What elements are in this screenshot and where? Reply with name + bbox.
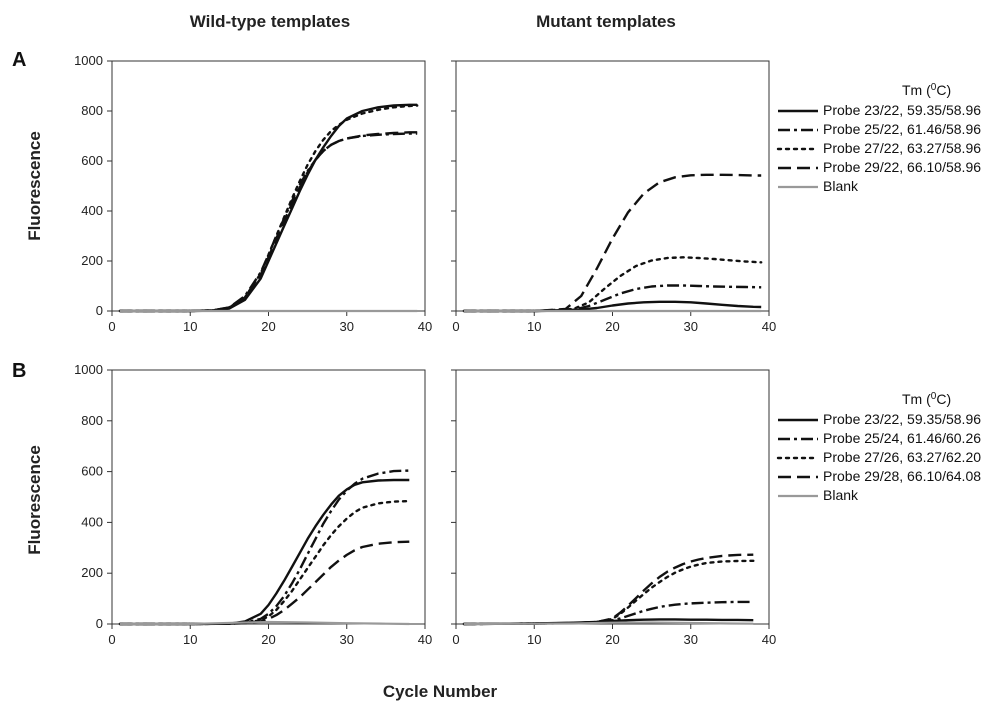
series-line-probe-25-22 (463, 284, 762, 313)
legend-a: Tm (0C) Probe 23/22, 59.35/58.96 Probe 25/… (776, 82, 981, 194)
legend-label: Probe 23/22, 59.35/58.96 (823, 102, 981, 118)
column-title-wild-type: Wild-type templates (190, 12, 350, 31)
x-tick-label: 20 (261, 319, 275, 334)
series-line-probe-23-22 (119, 478, 410, 626)
x-tick-label: 20 (261, 632, 275, 647)
legend-label: Blank (823, 178, 859, 194)
series-line-probe-29-22 (463, 173, 762, 313)
plot-a-mutant: 0 10 20 30 40 (451, 60, 776, 334)
y-tick-label: 200 (81, 253, 103, 268)
legend-label: Probe 29/28, 66.10/64.08 (823, 468, 981, 484)
legend-label: Blank (823, 487, 859, 503)
x-tick-label: 0 (452, 632, 459, 647)
plot-frame (111, 369, 426, 625)
series-line-probe-29-28 (119, 540, 410, 626)
panel-label-a: A (12, 49, 26, 71)
legend-label: Probe 23/22, 59.35/58.96 (823, 411, 981, 427)
x-tick-label: 40 (418, 632, 432, 647)
plot-b-mutant: 0 10 20 30 40 (451, 369, 776, 647)
y-axis-label-b: Fluorescence (25, 445, 44, 555)
y-tick-label: 0 (96, 616, 103, 631)
x-tick-label: 10 (527, 319, 541, 334)
legend-title: Tm (0C) (902, 391, 951, 407)
x-tick-label: 0 (108, 319, 115, 334)
x-tick-label: 40 (418, 319, 432, 334)
legend-label: Probe 27/22, 63.27/58.96 (823, 140, 981, 156)
x-tick-label: 40 (762, 319, 776, 334)
legend-label: Probe 25/24, 61.46/60.26 (823, 430, 981, 446)
x-axis-label: Cycle Number (383, 682, 498, 701)
y-axis-label-a: Fluorescence (25, 131, 44, 241)
column-title-mutant: Mutant templates (536, 12, 676, 31)
x-tick-label: 0 (108, 632, 115, 647)
y-tick-label: 600 (81, 153, 103, 168)
x-tick-label: 30 (340, 319, 354, 334)
x-tick-label: 20 (605, 319, 619, 334)
legend-title: Tm (0C) (902, 82, 951, 98)
legend-b: Tm (0C) Probe 23/22, 59.35/58.96 Probe 25/… (776, 391, 981, 503)
x-tick-label: 10 (183, 632, 197, 647)
series-line-probe-27-26 (118, 499, 411, 626)
x-tick-label: 0 (452, 319, 459, 334)
y-tick-label: 200 (81, 565, 103, 580)
y-tick-label: 1000 (74, 362, 103, 377)
legend-label: Probe 29/22, 66.10/58.96 (823, 159, 981, 175)
plot-frame (455, 369, 770, 625)
y-tick-label: 800 (81, 413, 103, 428)
x-tick-label: 20 (605, 632, 619, 647)
x-tick-label: 30 (684, 319, 698, 334)
y-tick-label: 1000 (74, 53, 103, 68)
legend-label: Probe 25/22, 61.46/58.96 (823, 121, 981, 137)
x-tick-label: 40 (762, 632, 776, 647)
x-tick-label: 30 (684, 632, 698, 647)
series-line-blank (463, 621, 754, 626)
x-tick-label: 10 (183, 319, 197, 334)
plot-frame (111, 60, 426, 312)
y-tick-label: 800 (81, 103, 103, 118)
series-line-blank (119, 620, 410, 626)
y-tick-label: 600 (81, 464, 103, 479)
plot-frame (455, 60, 770, 312)
legends-group: Tm (0C) Probe 23/22, 59.35/58.96 Probe 25/… (776, 82, 981, 503)
y-tick-label: 0 (96, 303, 103, 318)
y-tick-label: 400 (81, 514, 103, 529)
series-line-probe-25-22 (119, 132, 418, 313)
x-tick-label: 30 (340, 632, 354, 647)
y-tick-label: 400 (81, 203, 103, 218)
panel-label-b: B (12, 360, 26, 382)
series-line-probe-23-22 (463, 300, 762, 313)
x-tick-label: 10 (527, 632, 541, 647)
series-line-probe-27-22 (462, 256, 763, 313)
series-line-probe-27-26 (462, 559, 755, 626)
series-line-probe-29-28 (463, 553, 754, 626)
legend-label: Probe 27/26, 63.27/62.20 (823, 449, 981, 465)
series-line-probe-29-22 (119, 131, 418, 313)
